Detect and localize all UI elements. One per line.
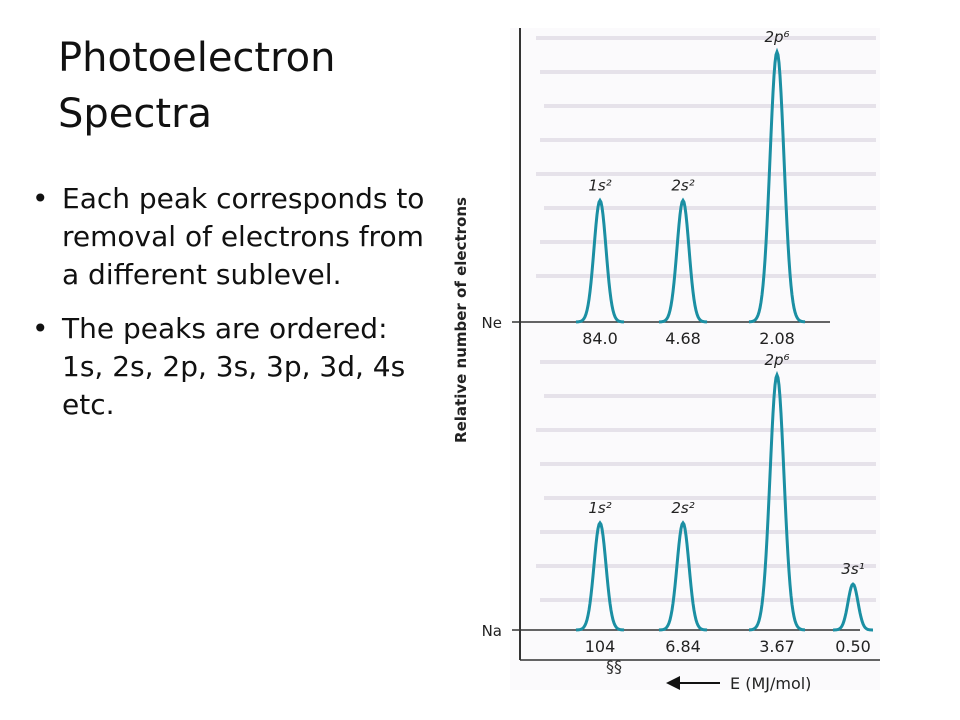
bg-text-line: [544, 104, 876, 108]
bg-text-line: [536, 172, 876, 176]
peak-na-4: [833, 582, 873, 632]
axis-break-symbol: §§: [606, 657, 622, 676]
bg-text-line: [540, 70, 876, 74]
peak-sublevel-label: 1s²: [588, 499, 611, 517]
peak-ne-3: [748, 47, 806, 324]
bg-text-line: [536, 428, 876, 432]
peak-energy-label: 6.84: [665, 637, 701, 656]
pes-chart: Ne Na Relative number of electrons §§ E …: [452, 28, 880, 693]
peaks-layer: 1s² 84.0 2s² 4.68 2p⁶ 2.08 1s² 104 2s² 6.84 2p⁶ 3.6…: [575, 28, 873, 656]
peak-na-1: [575, 520, 625, 632]
y-axis-label: Relative number of electrons: [452, 197, 470, 443]
bullet-item: • Each peak corresponds to removal of el…: [30, 180, 430, 294]
bg-text-line: [540, 598, 876, 602]
peak-energy-label: 0.50: [835, 637, 871, 656]
bg-text-line: [544, 206, 876, 210]
peak-energy-label: 3.67: [759, 637, 795, 656]
bullet-item: • The peaks are ordered: 1s, 2s, 2p, 3s,…: [30, 310, 430, 424]
bg-text-line: [540, 240, 876, 244]
bg-text-line: [540, 360, 876, 364]
peak-sublevel-label: 2p⁶: [764, 28, 789, 46]
peak-energy-label: 104: [585, 637, 616, 656]
figure-background: [510, 28, 880, 690]
bg-text-line: [536, 274, 876, 278]
bullet-list: • Each peak corresponds to removal of el…: [30, 180, 430, 440]
x-axis-label: E (MJ/mol): [730, 674, 811, 693]
peak-sublevel-label: 2s²: [671, 177, 694, 195]
pes-figure: Ne Na Relative number of electrons §§ E …: [440, 0, 900, 720]
bg-text-line: [544, 496, 876, 500]
peak-sublevel-label: 3s¹: [841, 560, 864, 578]
series-label-ne: Ne: [482, 314, 502, 332]
series-label-na: Na: [482, 622, 502, 640]
peak-sublevel-label: 1s²: [588, 177, 611, 195]
slide-title: Photoelectron Spectra: [58, 35, 336, 137]
bullet-text: The peaks are ordered: 1s, 2s, 2p, 3s, 3…: [62, 312, 406, 421]
peak-na-2: [658, 520, 708, 632]
peak-na-3: [749, 370, 805, 632]
bullet-text: Each peak corresponds to removal of elec…: [62, 182, 425, 291]
bg-text-line: [540, 462, 876, 466]
peak-energy-label: 2.08: [759, 329, 795, 348]
bg-text-line: [536, 564, 876, 568]
bg-text-line: [540, 530, 876, 534]
peak-energy-label: 4.68: [665, 329, 701, 348]
peak-ne-1: [575, 197, 625, 324]
bg-text-line: [544, 394, 876, 398]
bg-text-line: [536, 36, 876, 40]
peak-sublevel-label: 2p⁶: [764, 351, 789, 369]
peak-energy-label: 84.0: [582, 329, 618, 348]
bullet-dot-icon: •: [32, 182, 49, 215]
peak-sublevel-label: 2s²: [671, 499, 694, 517]
background-text-lines: [536, 36, 876, 602]
bullet-dot-icon: •: [32, 312, 49, 345]
arrowhead-icon: [666, 676, 680, 690]
peak-ne-2: [658, 197, 708, 324]
bg-text-line: [540, 138, 876, 142]
